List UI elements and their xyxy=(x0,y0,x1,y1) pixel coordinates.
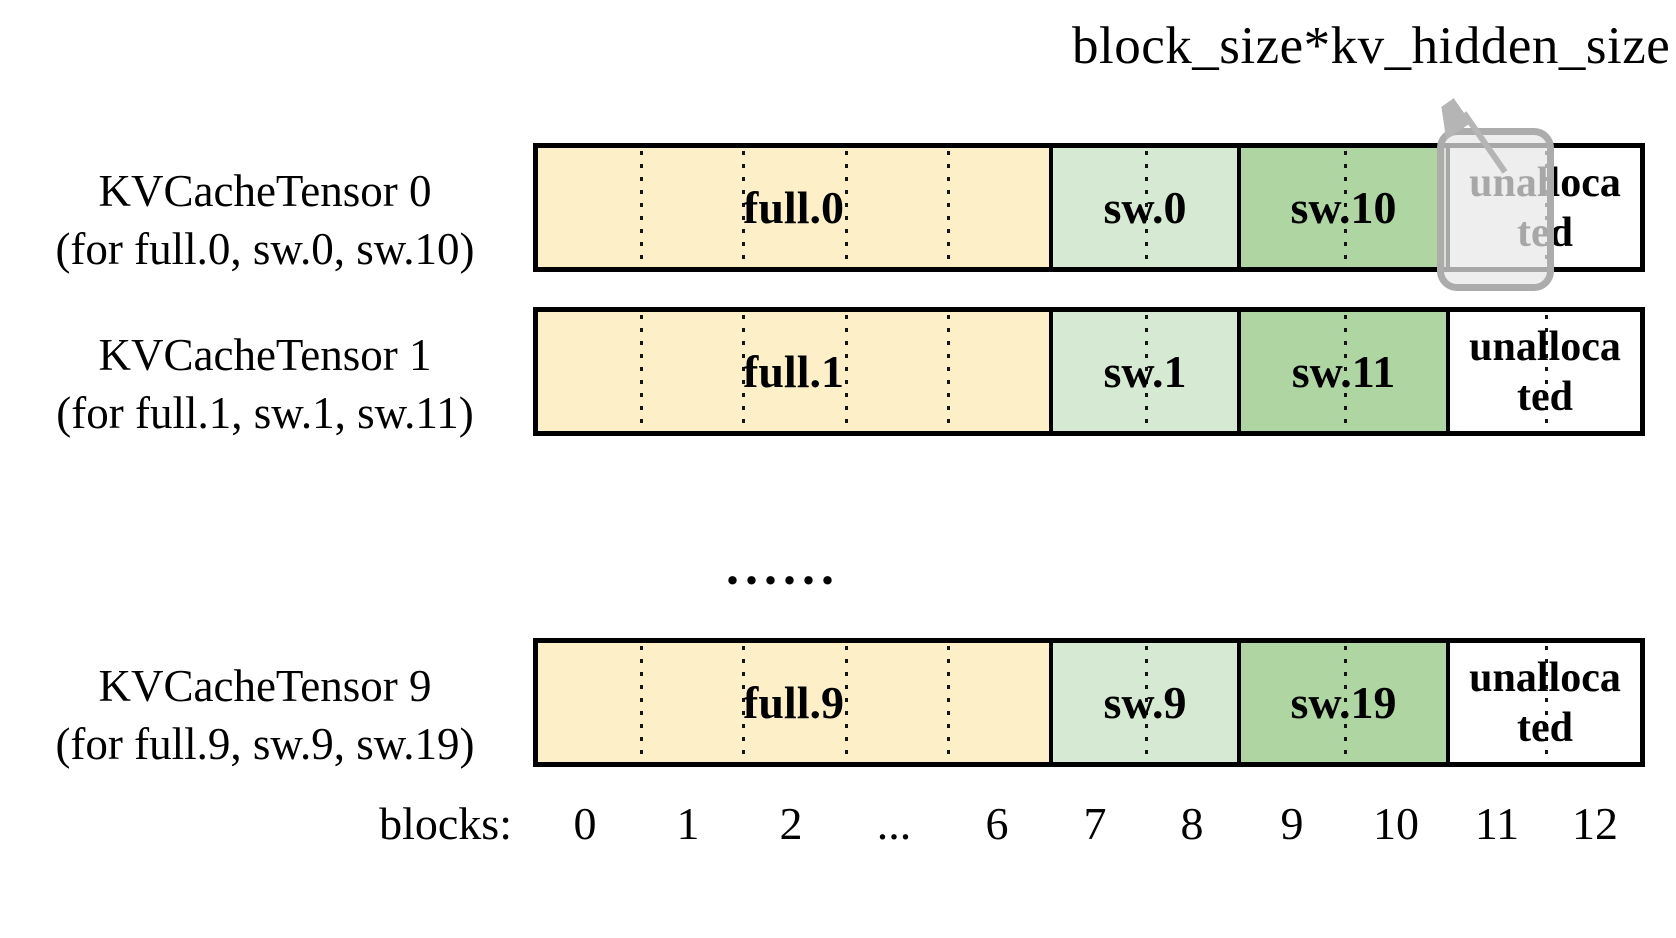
block-divider xyxy=(742,315,746,428)
block-divider xyxy=(844,151,848,264)
axis-tick-8: 8 xyxy=(1180,798,1204,849)
tensor-row-1-title: KVCacheTensor 1 xyxy=(98,329,432,380)
block-divider xyxy=(946,646,950,759)
rows-ellipsis-separator: ...... xyxy=(726,539,840,596)
segment-sw-first-1-label: sw.1 xyxy=(1103,346,1187,397)
block-divider xyxy=(640,315,644,428)
segment-full-9-label: full.9 xyxy=(743,677,844,728)
blocks-axis: blocks: 0 1 2 ... 6 7 8 9 10 11 12 xyxy=(0,797,1676,869)
segment-unallocated-9-label: unalloca ted xyxy=(1469,654,1621,751)
block-divider xyxy=(844,646,848,759)
block-divider xyxy=(1545,315,1548,428)
tensor-row-0-subtitle: (for full.0, sw.0, sw.10) xyxy=(55,223,475,274)
block-divider xyxy=(1343,646,1347,759)
tensor-row-1-label: KVCacheTensor 1 (for full.1, sw.1, sw.11… xyxy=(18,326,512,442)
block-divider xyxy=(946,315,950,428)
segment-sw-second-1-label: sw.11 xyxy=(1291,346,1396,397)
axis-tick-9: 9 xyxy=(1280,798,1304,849)
block-divider xyxy=(946,151,950,264)
block-divider xyxy=(640,646,644,759)
segment-sw-first-9-label: sw.9 xyxy=(1103,677,1187,728)
tensor-row-9-title: KVCacheTensor 9 xyxy=(98,660,432,711)
segment-unallocated-9: unalloca ted xyxy=(1446,643,1640,762)
tensor-row-1-subtitle: (for full.1, sw.1, sw.11) xyxy=(56,387,474,438)
segment-sw-second-1: sw.11 xyxy=(1237,312,1446,431)
tensor-row-0-title: KVCacheTensor 0 xyxy=(98,165,432,216)
segment-full-0: full.0 xyxy=(538,148,1049,267)
block-divider xyxy=(742,646,746,759)
annotation-label: block_size*kv_hidden_size xyxy=(1072,17,1671,75)
block-divider xyxy=(640,151,644,264)
tensor-row-9-subtitle: (for full.9, sw.9, sw.19) xyxy=(55,718,475,769)
axis-tick-12: 12 xyxy=(1572,798,1618,849)
axis-tick-2: 2 xyxy=(779,798,803,849)
tensor-row-9: KVCacheTensor 9 (for full.9, sw.9, sw.19… xyxy=(0,638,1676,769)
highlight-box xyxy=(1437,128,1554,291)
tensor-row-0: KVCacheTensor 0 (for full.0, sw.0, sw.10… xyxy=(0,143,1676,274)
blocks-axis-label: blocks: xyxy=(379,798,512,849)
block-divider xyxy=(1145,315,1148,428)
kv-cache-bar-0: full.0 sw.0 sw.10 unalloca ted xyxy=(533,143,1645,272)
tensor-row-0-label: KVCacheTensor 0 (for full.0, sw.0, sw.10… xyxy=(18,162,512,278)
kv-cache-bar-9: full.9 sw.9 sw.19 unalloca ted xyxy=(533,638,1645,767)
segment-full-9: full.9 xyxy=(538,643,1049,762)
kv-cache-bar-1: full.1 sw.1 sw.11 unalloca ted xyxy=(533,307,1645,436)
segment-sw-first-9: sw.9 xyxy=(1049,643,1237,762)
segment-sw-first-1: sw.1 xyxy=(1049,312,1237,431)
axis-tick-11: 11 xyxy=(1474,798,1520,849)
axis-tick-0: 0 xyxy=(573,798,597,849)
block-divider xyxy=(1343,315,1347,428)
axis-tick-6: 6 xyxy=(985,798,1009,849)
tensor-row-9-label: KVCacheTensor 9 (for full.9, sw.9, sw.19… xyxy=(18,657,512,773)
segment-sw-second-9: sw.19 xyxy=(1237,643,1446,762)
segment-unallocated-1: unalloca ted xyxy=(1446,312,1640,431)
segment-sw-first-0: sw.0 xyxy=(1049,148,1237,267)
tensor-row-1: KVCacheTensor 1 (for full.1, sw.1, sw.11… xyxy=(0,307,1676,438)
block-divider xyxy=(1545,646,1548,759)
block-divider xyxy=(844,315,848,428)
segment-full-1-label: full.1 xyxy=(743,346,844,397)
segment-full-1: full.1 xyxy=(538,312,1049,431)
axis-tick-ellipsis: ... xyxy=(876,798,912,849)
block-divider xyxy=(1145,646,1148,759)
segment-full-0-label: full.0 xyxy=(743,182,844,233)
axis-tick-7: 7 xyxy=(1083,798,1107,849)
segment-unallocated-1-label: unalloca ted xyxy=(1469,323,1621,420)
block-divider xyxy=(1145,151,1148,264)
axis-tick-10: 10 xyxy=(1373,798,1419,849)
block-divider xyxy=(742,151,746,264)
block-divider xyxy=(1343,151,1347,264)
axis-tick-1: 1 xyxy=(676,798,700,849)
segment-sw-second-9-label: sw.19 xyxy=(1290,677,1397,728)
segment-sw-first-0-label: sw.0 xyxy=(1103,182,1187,233)
segment-sw-second-0-label: sw.10 xyxy=(1290,182,1397,233)
segment-sw-second-0: sw.10 xyxy=(1237,148,1446,267)
